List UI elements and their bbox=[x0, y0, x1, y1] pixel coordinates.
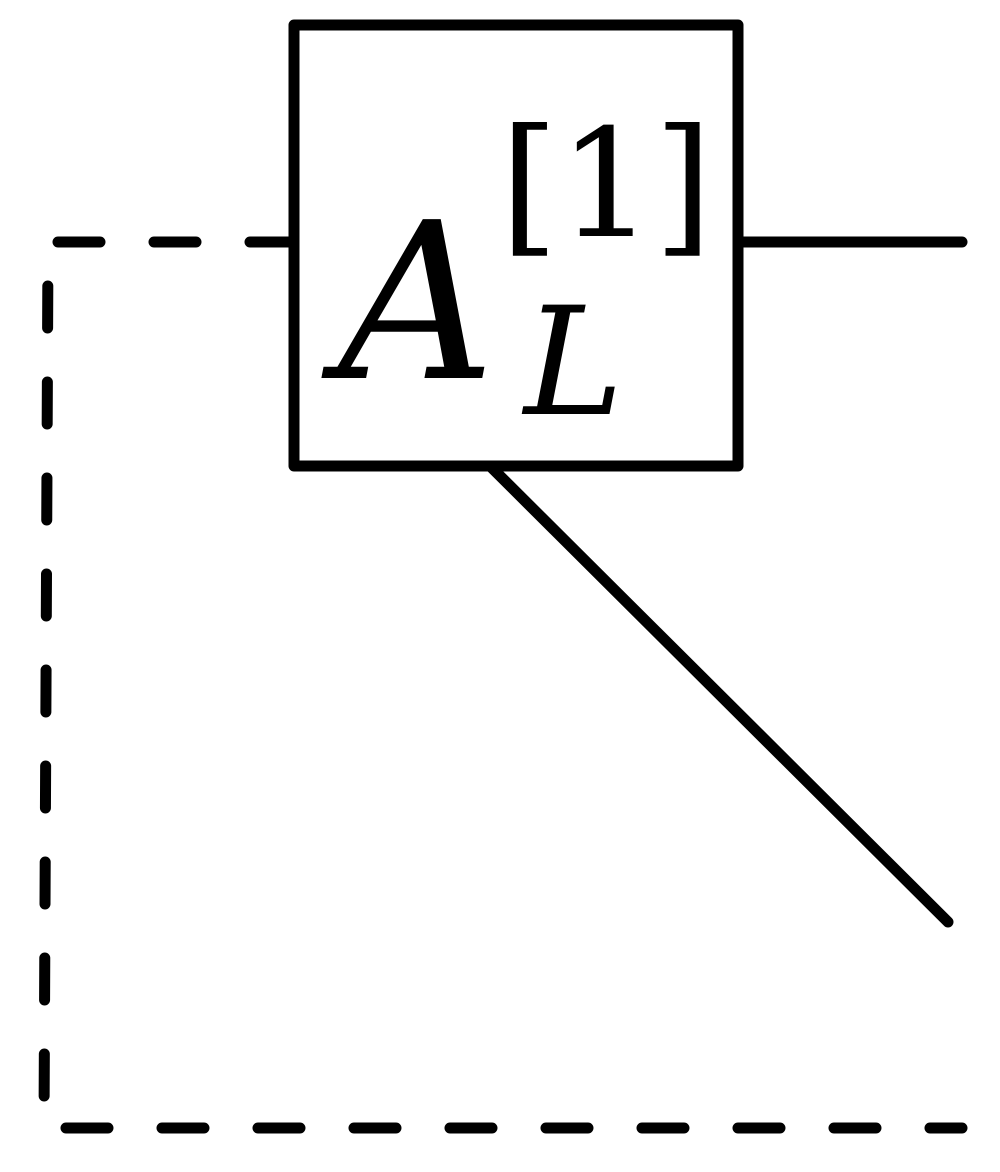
physical-leg bbox=[484, 460, 954, 928]
tensor-symbol: A bbox=[321, 177, 495, 430]
dashed-contraction-loop bbox=[38, 236, 968, 1134]
tensor-superscript: [1] bbox=[500, 98, 712, 272]
tensor-box bbox=[288, 19, 744, 472]
tensor-subscript: L bbox=[521, 276, 624, 450]
